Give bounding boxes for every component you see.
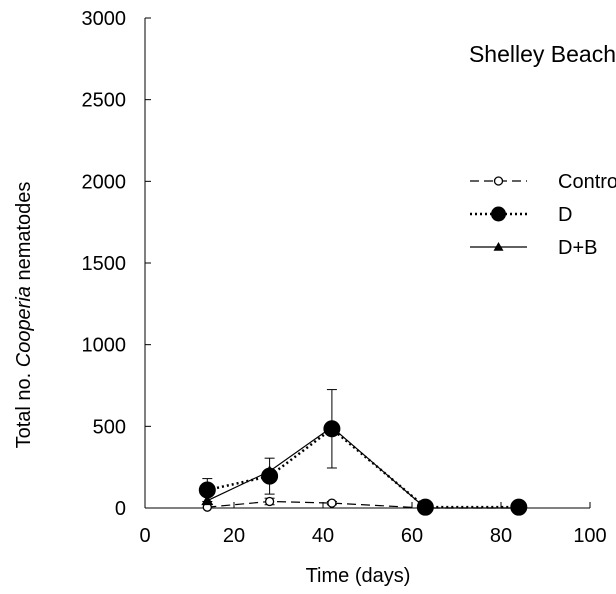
x-tick-label: 80 <box>490 525 512 547</box>
annotation: Shelley Beach <box>469 41 616 67</box>
series-line <box>207 427 519 509</box>
x-tick-label: 40 <box>312 525 334 547</box>
y-tick-label: 1000 <box>82 335 127 357</box>
data-point <box>325 421 338 432</box>
legend-label: D <box>558 204 572 226</box>
x-axis-title: Time (days) <box>306 565 411 587</box>
y-axis-title-suffix: nematodes <box>13 182 35 287</box>
x-tick-label: 20 <box>223 525 245 547</box>
series-line <box>207 426 519 509</box>
data-point <box>263 465 276 476</box>
y-tick-label: 0 <box>115 498 126 520</box>
series-d <box>198 389 528 516</box>
legend-label: Control <box>558 171 616 193</box>
data-point <box>512 502 525 513</box>
legend-item: Control <box>470 171 616 193</box>
legend-marker <box>491 206 506 222</box>
legend-item: D <box>470 204 572 226</box>
data-point <box>201 494 214 506</box>
x-tick-label: 100 <box>573 525 606 547</box>
y-tick-label: 3000 <box>82 8 127 30</box>
series-group <box>198 389 528 516</box>
legend-marker <box>493 176 504 186</box>
x-tick-label: 0 <box>139 525 150 547</box>
y-axis-title: Total no. Cooperia nematodes <box>13 182 35 449</box>
y-tick-label: 1500 <box>82 253 127 275</box>
x-tick-label: 60 <box>401 525 423 547</box>
y-axis-title-italic: Cooperia <box>13 286 35 367</box>
legend-label: D+B <box>558 237 597 259</box>
y-tick-label: 500 <box>93 416 126 438</box>
legend: Control D D+B <box>470 171 616 259</box>
y-tick-label: 2000 <box>82 171 127 193</box>
legend-item: D+B <box>470 237 597 259</box>
data-point <box>327 498 337 508</box>
series-control <box>202 496 524 513</box>
series-d-b <box>201 421 525 513</box>
data-point <box>264 496 275 507</box>
y-tick-label: 2500 <box>82 90 127 112</box>
data-point <box>419 502 432 513</box>
y-axis-title-prefix: Total no. <box>13 367 35 448</box>
axes <box>144 17 591 509</box>
legend-marker <box>493 242 504 251</box>
